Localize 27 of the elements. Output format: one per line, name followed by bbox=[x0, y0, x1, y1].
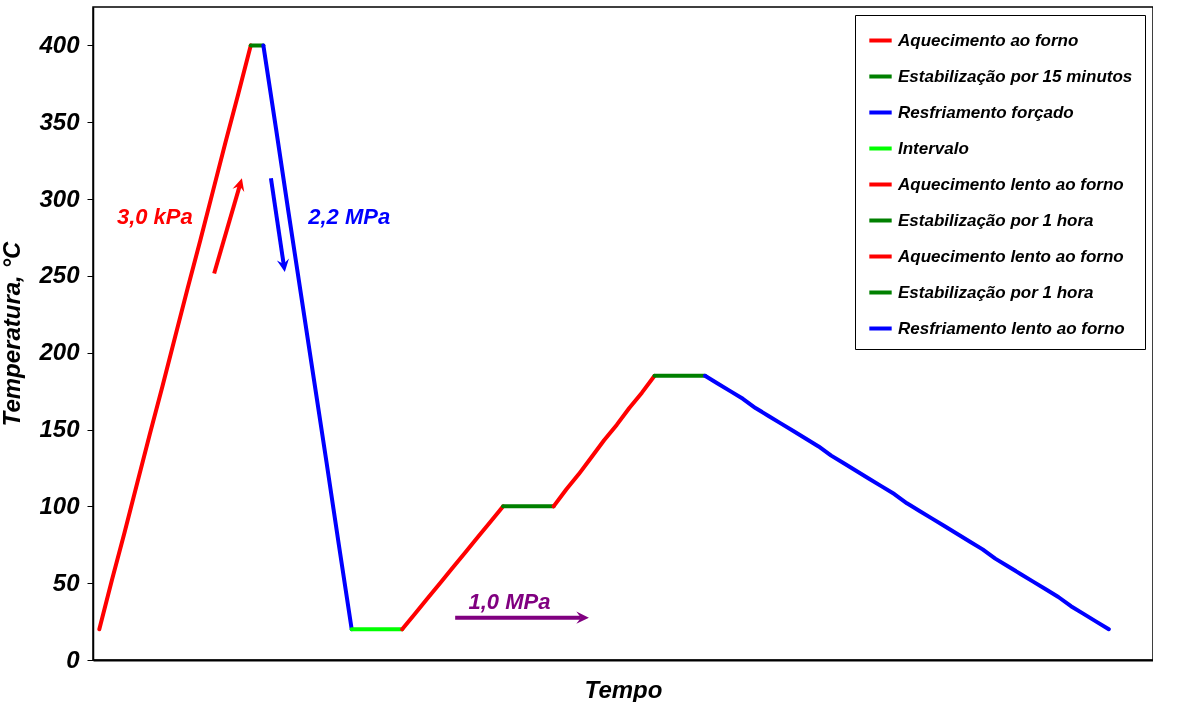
legend-label: Aquecimento ao forno bbox=[897, 30, 1079, 50]
legend-label: Estabilização por 1 hora bbox=[898, 210, 1094, 230]
legend-label: Estabilização por 1 hora bbox=[898, 282, 1094, 302]
line-series bbox=[97, 43, 253, 632]
x-axis-title: Tempo bbox=[584, 675, 663, 703]
line-series bbox=[400, 504, 506, 632]
legend-label: Resfriamento forçado bbox=[898, 102, 1074, 122]
legend-label: Aquecimento lento ao forno bbox=[897, 174, 1124, 194]
line-series bbox=[703, 373, 1111, 632]
y-tick-label: 350 bbox=[39, 107, 81, 135]
y-tick-label: 300 bbox=[39, 184, 81, 212]
legend-label: Intervalo bbox=[898, 138, 969, 158]
line-series bbox=[551, 373, 657, 509]
y-tick-label: 50 bbox=[52, 568, 81, 596]
y-tick-label: 0 bbox=[66, 645, 81, 673]
annotation: 2,2 MPa bbox=[307, 204, 391, 230]
y-axis-title: Temperatura, °C bbox=[0, 240, 26, 427]
y-tick-label: 200 bbox=[38, 338, 81, 366]
legend-label: Resfriamento lento ao forno bbox=[898, 318, 1125, 338]
y-tick-label: 100 bbox=[39, 491, 81, 519]
y-tick-label: 150 bbox=[39, 415, 81, 443]
legend-label: Estabilização por 15 minutos bbox=[898, 66, 1133, 86]
annotation: 1,0 MPa bbox=[468, 588, 551, 614]
y-tick-label: 400 bbox=[38, 30, 81, 58]
legend-label: Aquecimento lento ao forno bbox=[897, 246, 1124, 266]
annotation: 3,0 kPa bbox=[116, 204, 193, 230]
y-tick-label: 250 bbox=[38, 261, 81, 289]
